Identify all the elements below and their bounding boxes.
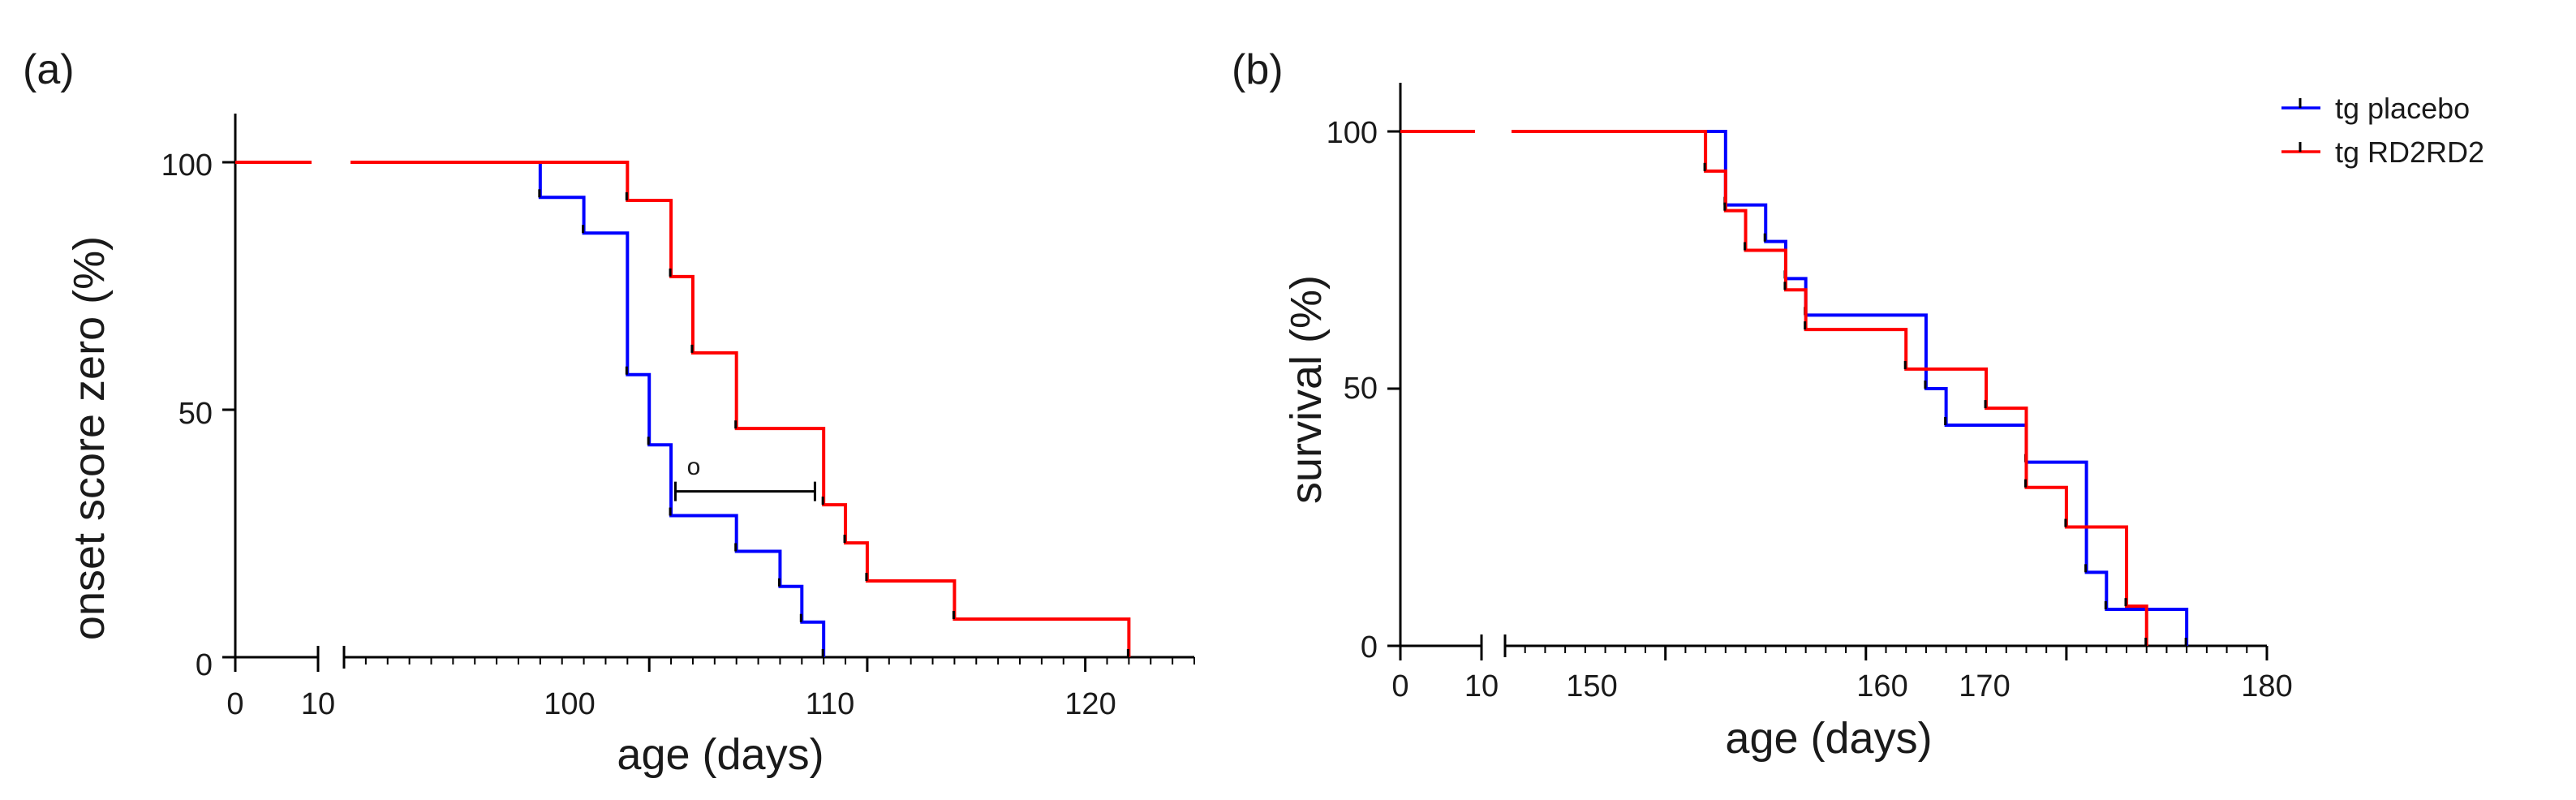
axes-a bbox=[222, 114, 1195, 672]
x-tick-label: 0 bbox=[1391, 669, 1408, 703]
axes-b bbox=[1387, 83, 2269, 660]
series-placebo bbox=[1400, 130, 2189, 646]
x-tick-label: 10 bbox=[1464, 669, 1499, 703]
x-tick-label: 160 bbox=[1856, 669, 1907, 703]
y-tick-label: 50 bbox=[1344, 372, 1378, 406]
panel-label-a: (a) bbox=[23, 46, 75, 93]
legend-label-placebo: tg placebo bbox=[2335, 92, 2470, 125]
x-tick-label: 150 bbox=[1566, 669, 1617, 703]
x-tick-label: 110 bbox=[806, 687, 855, 721]
panel-label-b: (b) bbox=[1232, 46, 1284, 93]
y-tick-label: 100 bbox=[161, 148, 213, 183]
x-tick-labels-b: 0 10 150 160 170 180 bbox=[1391, 669, 2292, 703]
significance-mark: o bbox=[687, 454, 701, 480]
significance-bracket: o bbox=[673, 454, 816, 501]
x-tick-label: 120 bbox=[1064, 687, 1116, 721]
series-line-placebo bbox=[350, 161, 826, 657]
legend-label-rd2rd2: tg RD2RD2 bbox=[2335, 135, 2484, 169]
y-axis-title-b: survival (%) bbox=[1282, 275, 1331, 504]
y-tick-labels-a: 100 50 0 bbox=[161, 148, 213, 682]
x-tick-label: 0 bbox=[226, 687, 243, 721]
x-axis-title-a: age (days) bbox=[617, 730, 824, 779]
y-tick-label: 50 bbox=[178, 397, 213, 431]
x-tick-labels-a: 0 10 100 110 120 bbox=[226, 687, 1116, 721]
panel-a: (a) onset score zero (%) age (days) 100 … bbox=[23, 46, 1195, 779]
series-rd2rd2 bbox=[235, 161, 1131, 657]
series-layer-b bbox=[1400, 130, 2189, 646]
panel-b: (b) survival (%) age (days) 100 50 0 0 1… bbox=[1232, 46, 2484, 763]
series-line-rd2rd2 bbox=[350, 161, 1131, 657]
y-tick-labels-b: 100 50 0 bbox=[1327, 116, 1378, 665]
x-axis-title-b: age (days) bbox=[1725, 714, 1932, 763]
y-tick-label: 0 bbox=[196, 648, 213, 682]
x-tick-label: 180 bbox=[2241, 669, 2292, 703]
y-tick-label: 0 bbox=[1361, 630, 1378, 665]
x-tick-label: 100 bbox=[544, 687, 595, 721]
y-axis-title-a: onset score zero (%) bbox=[65, 236, 114, 640]
series-line-rd2rd2 bbox=[1512, 130, 2148, 646]
series-rd2rd2 bbox=[1400, 130, 2148, 646]
x-tick-label: 10 bbox=[301, 687, 335, 721]
legend: tg placebo tg RD2RD2 bbox=[2281, 92, 2484, 169]
x-tick-label: 170 bbox=[1959, 669, 2010, 703]
series-layer-a bbox=[235, 161, 1131, 657]
y-tick-label: 100 bbox=[1327, 116, 1378, 150]
